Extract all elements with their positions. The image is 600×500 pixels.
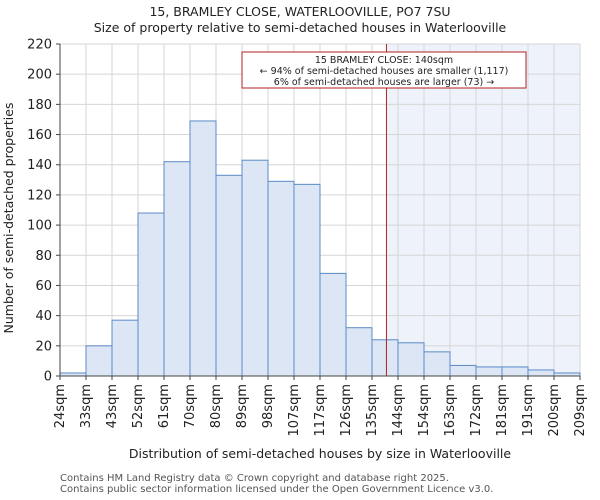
footer-line1: Contains HM Land Registry data © Crown c… <box>60 473 449 484</box>
x-tick-label: 209sqm <box>573 384 588 437</box>
x-tick-label: 163sqm <box>443 384 458 437</box>
histogram-bar <box>293 183 321 377</box>
y-axis-label: Number of semi-detached properties <box>1 103 16 334</box>
histogram-bar <box>241 159 269 377</box>
histogram-bar <box>111 319 139 377</box>
y-tick-label: 100 <box>27 219 52 234</box>
x-tick-label: 181sqm <box>495 384 510 437</box>
x-tick-label: 33sqm <box>79 384 94 428</box>
footer-line2: Contains public sector information licen… <box>60 484 494 495</box>
x-tick-label: 52sqm <box>131 384 146 428</box>
histogram-bar <box>163 161 191 377</box>
y-tick-label: 140 <box>27 158 52 173</box>
y-tick-label: 80 <box>35 249 52 264</box>
histogram-bar <box>267 180 295 377</box>
x-tick-label: 126sqm <box>339 384 354 437</box>
y-tick-label: 160 <box>27 128 52 143</box>
x-tick-label: 172sqm <box>469 384 484 437</box>
x-tick-label: 117sqm <box>313 384 328 437</box>
chart-title-line1: 15, BRAMLEY CLOSE, WATERLOOVILLE, PO7 7S… <box>149 4 451 19</box>
x-tick-label: 80sqm <box>209 384 224 428</box>
x-tick-label: 70sqm <box>183 384 198 428</box>
y-tick-label: 180 <box>27 98 52 113</box>
x-tick-label: 144sqm <box>391 384 406 437</box>
x-tick-label: 89sqm <box>235 384 250 428</box>
histogram-bar <box>189 120 217 377</box>
highlight-region <box>386 44 580 376</box>
x-axis-label: Distribution of semi-detached houses by … <box>129 446 511 461</box>
y-tick-label: 20 <box>35 339 52 354</box>
y-tick-label: 60 <box>35 279 52 294</box>
x-tick-label: 107sqm <box>287 384 302 437</box>
y-tick-label: 120 <box>27 188 52 203</box>
y-tick-label: 220 <box>27 38 52 53</box>
x-tick-label: 43sqm <box>105 384 120 428</box>
histogram-bar <box>423 351 451 377</box>
y-tick-label: 0 <box>44 370 52 385</box>
x-tick-label: 61sqm <box>157 384 172 428</box>
histogram-bar <box>449 364 477 377</box>
histogram-bar <box>85 345 113 377</box>
y-tick-label: 200 <box>27 68 52 83</box>
annotation-line1: 15 BRAMLEY CLOSE: 140sqm <box>315 55 453 66</box>
histogram-bar <box>527 369 555 377</box>
annotation-line3: 6% of semi-detached houses are larger (7… <box>274 77 494 88</box>
x-tick-label: 24sqm <box>53 384 68 428</box>
histogram-bar <box>215 174 243 377</box>
histogram-bar <box>397 342 425 377</box>
annotation-line2: ← 94% of semi-detached houses are smalle… <box>260 66 509 77</box>
x-tick-label: 98sqm <box>261 384 276 428</box>
chart-title-line2: Size of property relative to semi-detach… <box>93 20 507 35</box>
histogram-bar <box>475 366 503 377</box>
x-tick-label: 200sqm <box>547 384 562 437</box>
y-tick-label: 40 <box>35 309 52 324</box>
x-tick-label: 135sqm <box>365 384 380 437</box>
histogram-bar <box>371 339 399 377</box>
histogram-bar <box>319 272 347 377</box>
annotation-box <box>241 51 527 89</box>
x-tick-label: 154sqm <box>417 384 432 437</box>
histogram-bar <box>501 366 529 377</box>
histogram-bar <box>137 212 165 377</box>
histogram-bar <box>345 327 373 377</box>
x-tick-label: 191sqm <box>521 384 536 437</box>
